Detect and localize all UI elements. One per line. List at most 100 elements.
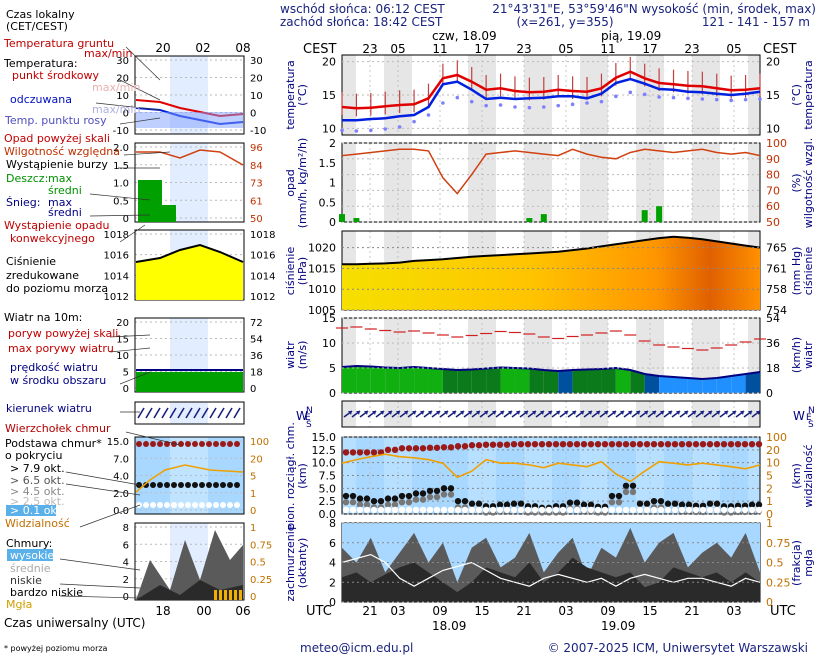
legend-cloud-area [136,530,243,600]
dew-point-dot [369,128,373,133]
legend-y2-tick: 50 [250,214,263,225]
legend-connector [79,504,141,528]
pressure-y-tick: 1010 [308,283,336,296]
cloud-base-dot-low [573,506,581,514]
wind-arrow-head [460,411,464,415]
dew-point-dot [484,103,488,108]
wind-arrow-head [492,411,496,415]
wind-arrow-head [604,411,608,415]
legend-cloud-base-dot [157,482,163,488]
legend-wind-speed2: w środku obszaru [10,374,106,387]
dew-point-dot [513,105,517,109]
cloud-base-dot [685,501,693,508]
legend-y-tick: 10 [116,351,129,362]
temp-line [341,70,761,110]
legend-soil-temp: Temperatura gruntu [3,37,114,50]
wind-arrow-head [700,411,704,415]
legend-cloud-base-low [192,502,198,508]
cloud-base-dot-low [580,506,588,514]
wind-speed-area [471,368,487,393]
cloud-base-dot [657,497,665,505]
cloud-base-dot [342,492,350,500]
legend-mid: średnie [10,562,51,575]
humidity-y2-tick: 50 [766,216,780,229]
wind-speed-area [558,370,573,393]
wind-speed-area [428,368,443,393]
legend-y2-tick: 0 [250,506,256,517]
wind-speed-area [587,369,602,393]
dew-point-dot [657,95,661,99]
cloud-top-dot [524,440,532,448]
legend-y2-tick: 0.25 [250,575,272,586]
cloud-base-dot-low [482,506,490,514]
legend-cloud-top-dot [199,441,205,447]
legend-y-tick: 2 [123,575,129,586]
cloud-base-dot [678,501,686,508]
wind-right-title: wiatr [802,341,815,369]
legend-connector [89,193,151,201]
legend-felt-maxmin: max/min [92,103,140,116]
legend-wind-arrow [225,407,233,419]
legend-fog: Mgła [6,598,32,611]
cloud-top-dot [678,440,686,448]
visibility-y2-tick: 2 [766,482,773,495]
legend-y-tick: 30 [116,56,129,67]
cloud-base-dot [370,497,378,505]
visibility-line [341,453,761,483]
cloud-base-dot-low [643,506,651,514]
temp-y-tick: 20 [322,56,336,69]
pressure-area [342,236,760,310]
cloud-base-dot [349,492,357,500]
cloud-base-dot [384,495,392,502]
rain-bar [540,214,547,222]
footer-email[interactable]: meteo@icm.edu.pl [300,641,413,655]
cover-left-unit: (oktanty) [296,538,309,589]
legend-snow-max: max [48,196,72,209]
top-tick-label: 05 [390,42,405,56]
legend-rain-bar-2 [162,205,176,222]
cloud-top-dot [657,440,665,448]
legend-footnote: * powyżej poziomu morza [4,644,108,653]
legend-y-tick: 0.5 [113,196,129,207]
legend-conv2: konwekcyjnego [10,232,95,245]
legend-y2-tick: 18 [250,368,263,379]
bottom-tick-label: 21 [684,604,699,618]
legend-connector [109,334,151,338]
cloud-top-dot [454,443,462,450]
legend-y-tick: 1018 [104,230,129,241]
pressure-line [342,235,761,266]
cloud-base-dot [356,495,364,502]
wind-speed-area [572,369,588,393]
cloud-base-dot [706,500,714,507]
legend-y2-tick: 1016 [250,251,275,262]
precip-y-tick: 0.5 [319,196,337,209]
legend-cloud-base-low [164,502,170,508]
legend-cloud-base-dot [150,482,156,488]
top-tick-label: 23 [516,42,531,56]
legend-pressure-area [136,245,243,300]
cloud-base-dot-low [531,506,539,514]
dew-point-dot [412,119,416,124]
cloud-left-unit: (km) [296,463,309,489]
cest-left: CEST [303,42,337,57]
cloud-base-dot [629,482,637,489]
cloud-base-dot [517,500,525,507]
legend-time-title1: Czas lokalny [6,8,75,21]
wind-y2-tick: 18 [766,362,780,375]
cloud-base-dot-low [678,506,686,514]
wind-arrow-head [476,411,480,415]
legend-wind-arrow [233,407,241,419]
day2-label: pią, 19.09 [601,29,661,43]
legend-okt25: > 2.5 okt. [10,495,65,508]
dew-point-dot [743,97,748,102]
wind-arrow-head [684,411,688,415]
dew-point-dot [729,98,733,103]
dew-point-dot [599,99,604,104]
cloud-top-dot [545,440,553,448]
cloud-top-dot [419,445,427,452]
cloud-base-dot-mid [629,488,637,496]
cloud-base-dot-mid [384,501,392,508]
rain-bar [656,206,663,222]
cloud-base-dot-low [601,506,609,514]
cloud-y-tick: 12.5 [312,444,337,457]
